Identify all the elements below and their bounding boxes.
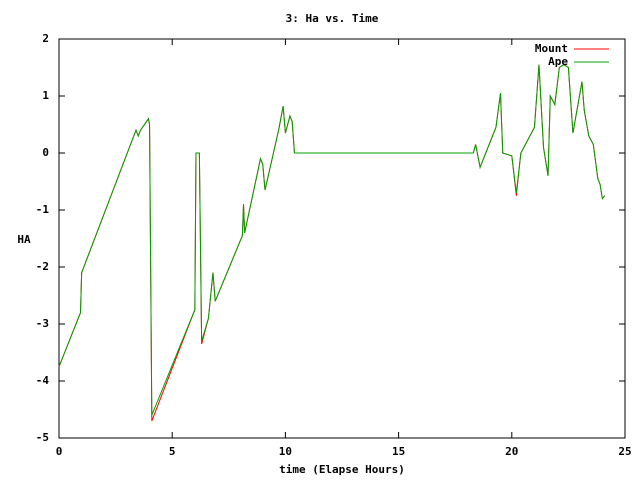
y-tick-label: -2 bbox=[36, 260, 49, 273]
plot-border bbox=[58, 38, 626, 439]
y-axis-label: HA bbox=[17, 233, 31, 246]
y-tick-label: 1 bbox=[42, 89, 49, 102]
x-axis-label: time (Elapse Hours) bbox=[279, 463, 405, 476]
chart-title: 3: Ha vs. Time bbox=[286, 12, 379, 25]
y-tick-label: -5 bbox=[36, 431, 49, 444]
legend-label: Ape bbox=[548, 55, 568, 68]
y-tick-label: -1 bbox=[36, 203, 50, 216]
legend-label: Mount bbox=[535, 42, 568, 55]
x-tick-label: 10 bbox=[279, 445, 292, 458]
y-tick-label: 2 bbox=[42, 32, 49, 45]
x-tick-label: 20 bbox=[505, 445, 518, 458]
series-line bbox=[58, 64, 606, 416]
series-line bbox=[58, 64, 606, 422]
y-tick-label: 0 bbox=[42, 146, 49, 159]
x-tick-label: 15 bbox=[392, 445, 405, 458]
x-tick-label: 0 bbox=[56, 445, 63, 458]
x-tick-label: 5 bbox=[169, 445, 176, 458]
x-tick-label: 25 bbox=[618, 445, 631, 458]
y-tick-label: -3 bbox=[36, 317, 49, 330]
y-tick-label: -4 bbox=[36, 374, 50, 387]
